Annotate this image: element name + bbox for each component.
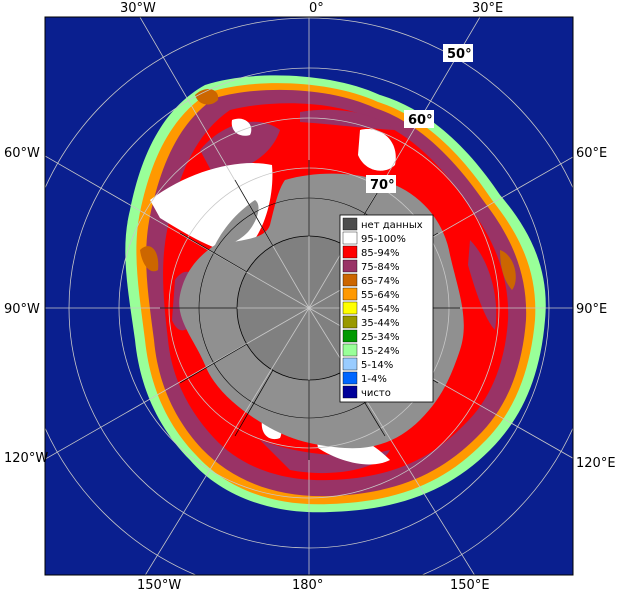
ice-patch-95-100 (358, 129, 396, 171)
legend-swatch (342, 329, 358, 343)
lon-label-right-60e: 60°E (576, 146, 607, 161)
legend-swatch (342, 343, 358, 357)
legend-label: 75-84% (361, 262, 400, 273)
legend-swatch (342, 315, 358, 329)
lat-label-60: 60° (404, 110, 434, 128)
ice-patch-75-84 (468, 240, 497, 330)
lat-label-50: 50° (443, 44, 473, 62)
lon-label-bottom-150e: 150°E (450, 578, 490, 593)
legend-label: 25-34% (361, 332, 400, 343)
ice-patch-75-84 (200, 121, 280, 178)
legend-label: чисто (361, 388, 391, 399)
legend-label: 35-44% (361, 318, 400, 329)
map-frame (44, 16, 574, 576)
legend-swatch (342, 385, 358, 399)
legend-swatch (342, 301, 358, 315)
legend-label: 85-94% (361, 248, 400, 259)
ice-patch-65-74 (195, 88, 219, 105)
lon-label-right-90e: 90°E (576, 302, 607, 317)
lon-label-left-90w: 90°W (4, 302, 40, 317)
legend-label: 5-14% (361, 360, 393, 371)
lon-label-right-120e: 120°E (576, 456, 616, 471)
svg-text:60°: 60° (408, 113, 433, 128)
lon-label-top-30e: 30°E (472, 1, 503, 16)
antarctic-peninsula (215, 200, 259, 246)
ice-patch-65-74 (140, 246, 159, 272)
ice-patch-65-74 (500, 250, 516, 290)
ice-patch-95-100 (187, 178, 207, 196)
legend-swatch (342, 371, 358, 385)
lon-label-top-30w: 30°W (120, 1, 156, 16)
ice-patch-75-84 (260, 440, 390, 474)
legend-swatch (342, 287, 358, 301)
legend-label: 15-24% (361, 346, 400, 357)
legend-label: 45-54% (361, 304, 400, 315)
legend-swatch (342, 231, 358, 245)
ice-patch-75-84 (300, 109, 395, 130)
legend-swatch (342, 273, 358, 287)
legend-label: 55-64% (361, 290, 400, 301)
legend-swatch (342, 217, 358, 231)
lon-label-bottom-180: 180° (292, 578, 323, 593)
ice-patch-95-100 (231, 118, 252, 136)
legend-label: 95-100% (361, 234, 406, 245)
legend-label: 65-74% (361, 276, 400, 287)
lon-label-top-0: 0° (309, 1, 324, 16)
legend-swatch (342, 245, 358, 259)
svg-text:70°: 70° (370, 178, 395, 193)
lon-label-left-60w: 60°W (4, 146, 40, 161)
legend-swatch (342, 357, 358, 371)
legend-label: нет данных (361, 220, 423, 231)
lat-label-70: 70° (366, 175, 396, 193)
lon-label-left-120w: 120°W (4, 451, 48, 466)
lon-label-bottom-150w: 150°W (137, 578, 181, 593)
legend-label: 1-4% (361, 374, 387, 385)
svg-text:50°: 50° (447, 47, 472, 62)
legend-swatch (342, 259, 358, 273)
legend: нет данных 95-100% 85-94% 75-84% 65-74% 55-64… (339, 214, 434, 403)
